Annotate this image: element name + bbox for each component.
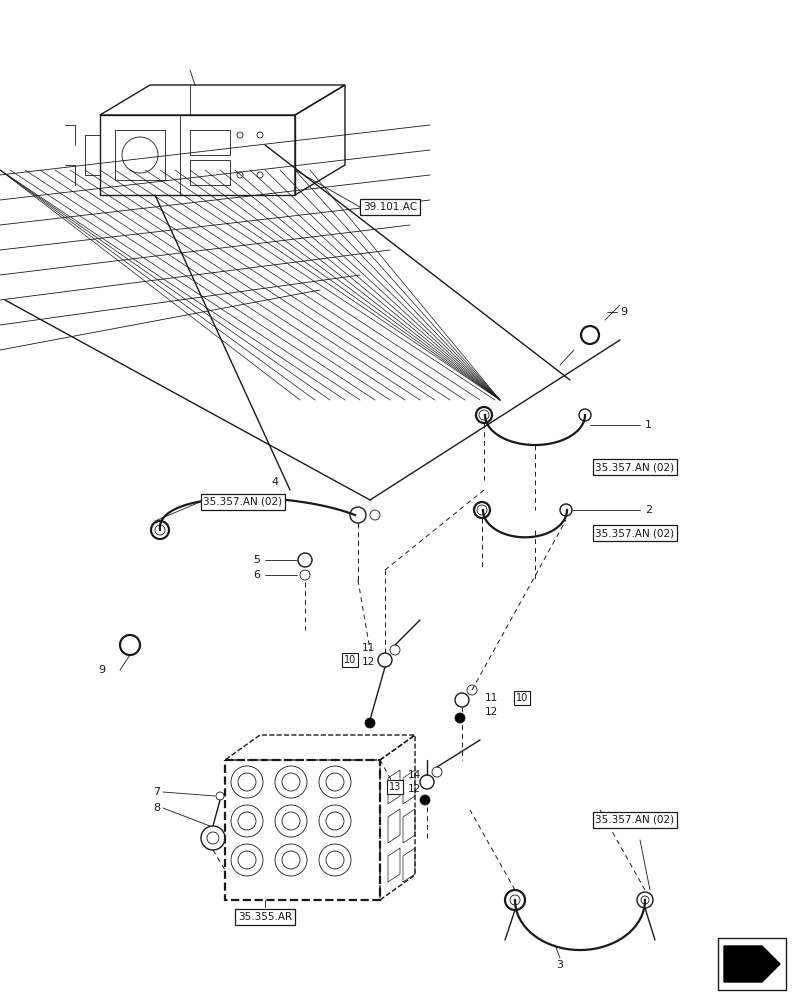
Bar (225, 760, 380, 900)
Bar (190, 160, 230, 185)
Text: 35.357.AN (02): 35.357.AN (02) (595, 815, 675, 825)
Text: 35.355.AR: 35.355.AR (238, 912, 292, 922)
Text: 10: 10 (344, 655, 356, 665)
Text: 6: 6 (253, 570, 260, 580)
Text: 10: 10 (516, 693, 528, 703)
Text: 13: 13 (389, 782, 401, 792)
Text: 35.357.AN (02): 35.357.AN (02) (595, 462, 675, 472)
Text: 35.357.AN (02): 35.357.AN (02) (595, 528, 675, 538)
Text: 11: 11 (485, 693, 499, 703)
Text: 7: 7 (153, 787, 160, 797)
Text: 4: 4 (271, 477, 279, 487)
Text: 3: 3 (557, 960, 563, 970)
Text: 5: 5 (253, 555, 260, 565)
Text: 1: 1 (645, 420, 652, 430)
Polygon shape (724, 946, 780, 982)
Text: 35.357.AN (02): 35.357.AN (02) (204, 497, 283, 507)
Text: 11: 11 (362, 643, 375, 653)
Bar (100, 115, 295, 195)
Text: 9: 9 (620, 307, 627, 317)
Text: 14: 14 (408, 770, 421, 780)
Text: 12: 12 (362, 657, 375, 667)
Circle shape (420, 795, 430, 805)
Bar (718, 938, 786, 990)
Text: 8: 8 (153, 803, 160, 813)
Text: 2: 2 (645, 505, 652, 515)
Circle shape (365, 718, 375, 728)
Circle shape (455, 713, 465, 723)
Text: 12: 12 (408, 784, 421, 794)
Text: 39.101.AC: 39.101.AC (363, 202, 417, 212)
Bar (190, 130, 230, 155)
Bar (115, 130, 165, 180)
Text: 12: 12 (485, 707, 499, 717)
Text: 9: 9 (98, 665, 105, 675)
